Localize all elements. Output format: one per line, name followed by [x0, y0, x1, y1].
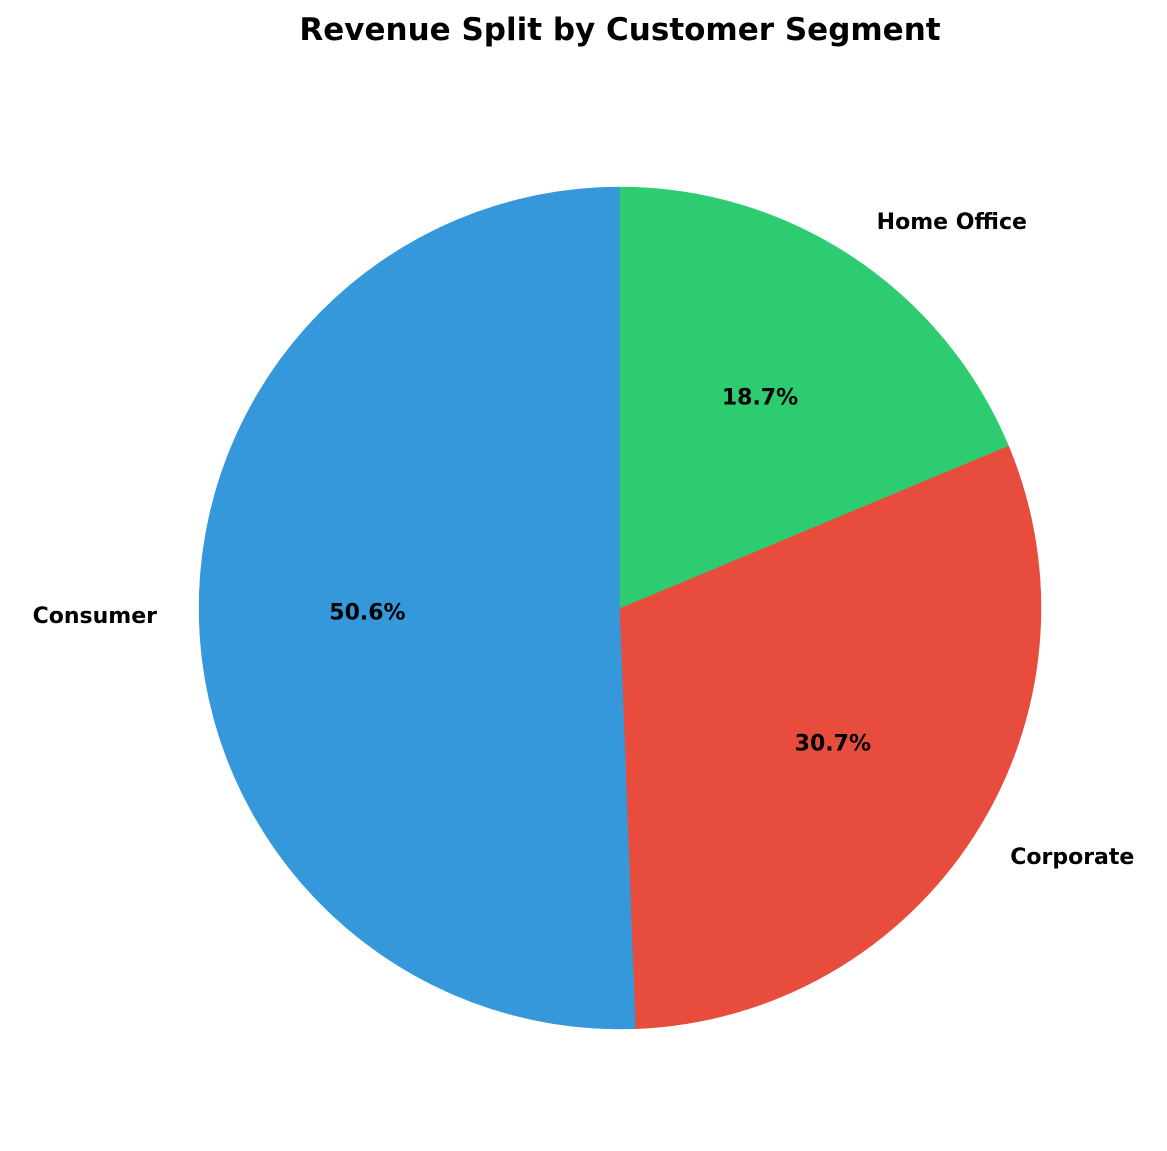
- slice-label-corporate: Corporate: [1010, 845, 1134, 870]
- chart-title: Revenue Split by Customer Segment: [299, 12, 940, 48]
- pie-labels: Consumer 50.6% Corporate 30.7% Home Office 18…: [33, 210, 1135, 870]
- slice-label-consumer: Consumer: [33, 604, 158, 629]
- pie-slices: [198, 186, 1042, 1030]
- pct-label-corporate: 30.7%: [795, 732, 871, 757]
- slice-home-office: [619, 186, 1009, 609]
- slice-consumer: [198, 186, 637, 1030]
- slice-label-home-office: Home Office: [877, 210, 1027, 235]
- pct-label-consumer: 50.6%: [329, 600, 405, 625]
- slice-corporate: [619, 445, 1042, 1029]
- pct-label-home-office: 18.7%: [722, 385, 798, 410]
